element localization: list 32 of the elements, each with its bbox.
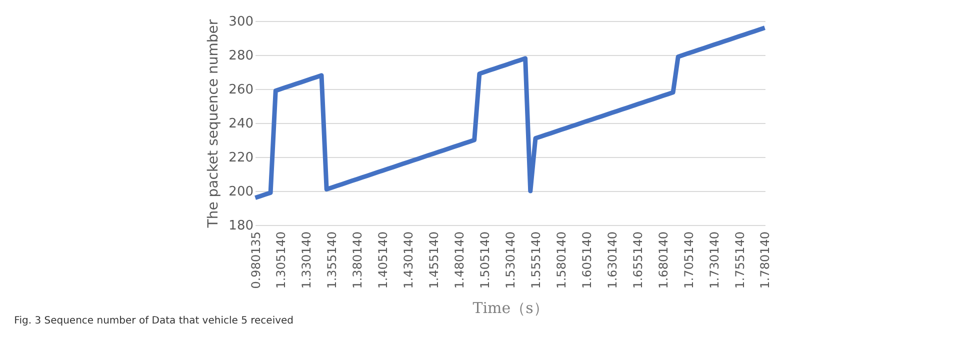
x-tick-label: 0.980135 [248,232,263,289]
x-tick-label: 1.605140 [580,232,594,289]
y-tick-label: 240 [228,116,254,132]
x-tick-label: 1.730140 [707,232,722,289]
y-axis-title: The packet sequence number [206,19,222,229]
x-tick-label: 1.305140 [274,232,288,289]
x-tick-label: 1.580140 [554,232,568,289]
x-tick-label: 1.355140 [325,232,340,289]
line-series [253,26,767,200]
y-tick-label: 220 [228,150,254,166]
y-tick-label: 180 [228,218,254,234]
x-tick-label: 1.755140 [732,232,747,289]
x-tick-label: 1.405140 [376,232,390,289]
x-tick-label: 1.530140 [504,232,518,289]
x-tick-label: 1.655140 [630,232,645,289]
x-tick-label: 1.430140 [402,232,416,289]
x-tick-label: 1.705140 [682,232,696,289]
y-tick-label: 200 [228,184,254,200]
x-tick-label: 1.555140 [528,232,543,289]
x-tick-label: 1.780140 [758,232,772,289]
x-tick-label: 1.380140 [350,232,365,289]
y-tick-label: 260 [228,82,254,98]
x-tick-label: 1.455140 [427,232,442,289]
x-tick-label: 1.630140 [605,232,620,289]
y-tick-label: 280 [228,48,254,64]
x-axis-title: Time（s） [472,298,548,317]
y-tick-label: 300 [228,14,254,30]
caption: Fig. 3 Sequence number of Data that vehicle 5 received [14,315,294,326]
x-tick-label: 1.480140 [452,232,467,289]
x-tick-label: 1.505140 [478,232,492,289]
x-tick-label: 1.330140 [300,232,314,289]
x-tick-label: 1.680140 [656,232,670,289]
